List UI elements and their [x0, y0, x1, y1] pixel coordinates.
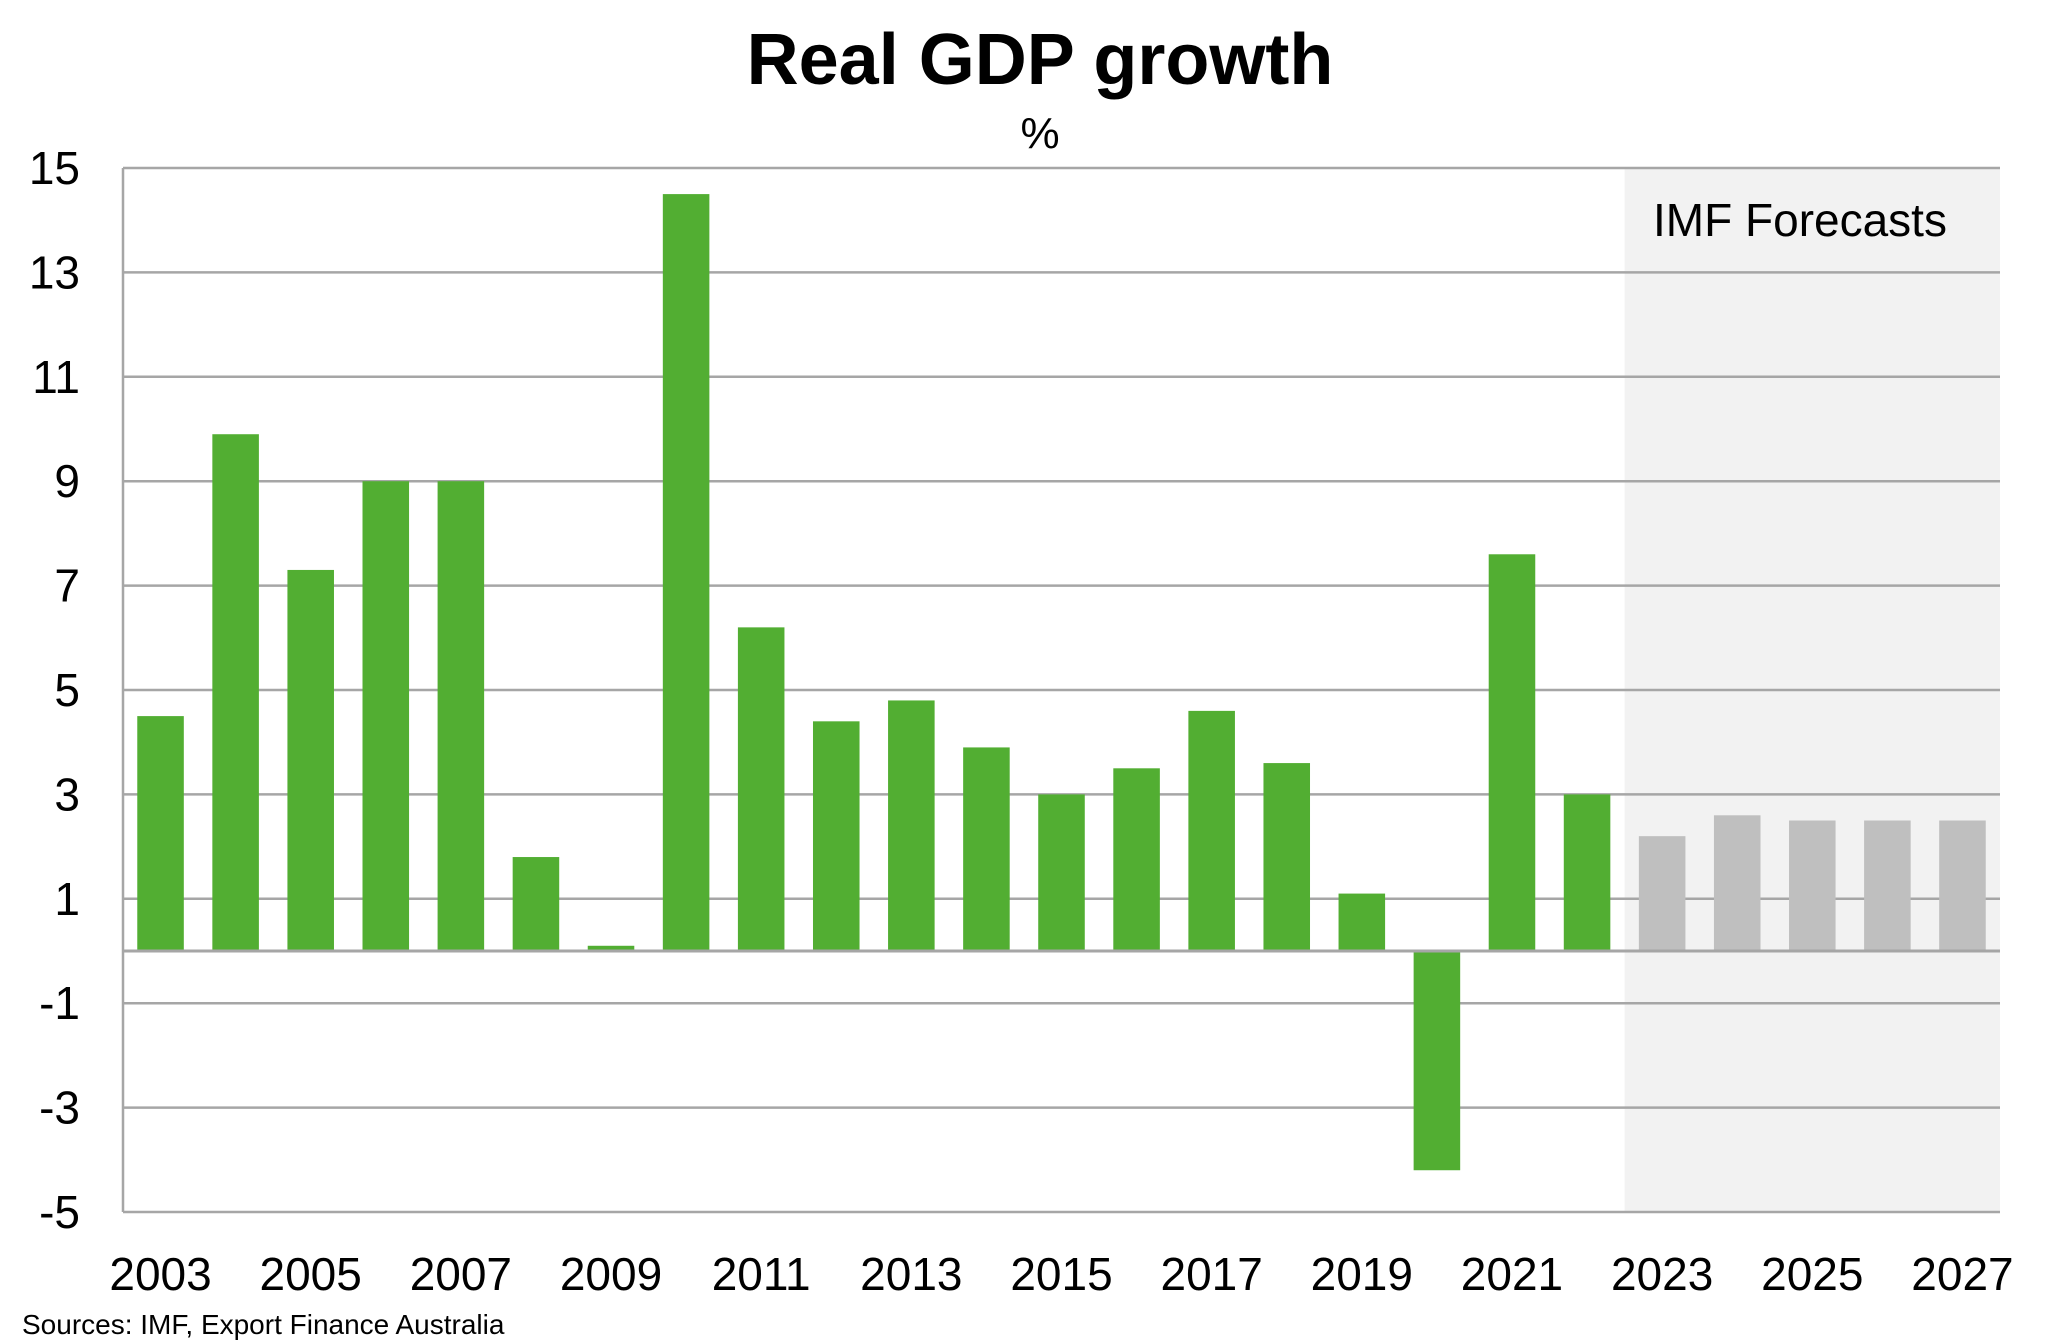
- bar-2006: [362, 481, 410, 951]
- bar-2023: [1638, 836, 1686, 951]
- bar-2012: [812, 721, 860, 951]
- x-tick-label-2013: 2013: [860, 1248, 962, 1300]
- y-tick-label: -3: [39, 1082, 80, 1134]
- x-tick-label-2007: 2007: [410, 1248, 512, 1300]
- grid-lines: [123, 166, 2000, 1214]
- x-tick-label-2025: 2025: [1761, 1248, 1863, 1300]
- bar-2005: [287, 569, 334, 951]
- axes: [121, 168, 2000, 1212]
- y-tick-label: 11: [32, 351, 80, 403]
- chart-subtitle: %: [1020, 109, 1059, 158]
- bar-2015: [1038, 794, 1085, 951]
- bar-2019: [1338, 893, 1386, 951]
- x-tick-label-2011: 2011: [712, 1248, 811, 1300]
- x-tick-label-2005: 2005: [260, 1248, 362, 1300]
- bar-2020: [1413, 951, 1461, 1171]
- y-tick-label: 3: [54, 768, 80, 820]
- y-tick-label: -5: [39, 1186, 80, 1238]
- bar-2010: [662, 194, 710, 952]
- x-tick-label-2017: 2017: [1160, 1248, 1262, 1300]
- bar-2016: [1113, 768, 1160, 951]
- bar-2022: [1563, 794, 1611, 951]
- bar-2007: [437, 481, 485, 951]
- y-tick-label: 5: [54, 664, 80, 716]
- x-tick-label-2015: 2015: [1010, 1248, 1112, 1300]
- y-tick-label: 15: [29, 142, 80, 194]
- bar-2011: [737, 627, 785, 951]
- bars: [137, 194, 1986, 1171]
- bar-2009: [587, 945, 635, 951]
- bar-2027: [1939, 820, 1986, 951]
- bar-2017: [1188, 710, 1235, 951]
- x-tick-label-2003: 2003: [109, 1248, 211, 1300]
- bar-2003: [137, 716, 184, 951]
- x-tick-label-2023: 2023: [1611, 1248, 1713, 1300]
- source-note: Sources: IMF, Export Finance Australia: [22, 1309, 505, 1340]
- bar-2021: [1488, 554, 1536, 951]
- y-tick-labels: 15 13 11 9 7 5 3 1 -1 -3 -5: [29, 142, 80, 1238]
- x-tick-labels: 2003 2005 2007 2009 2011 2013 2015 2017 2019 2021…: [109, 1248, 2013, 1300]
- bar-2004: [212, 434, 259, 952]
- x-tick-label-2027: 2027: [1911, 1248, 2013, 1300]
- bar-2008: [512, 857, 560, 951]
- bar-2026: [1864, 820, 1911, 951]
- x-tick-label-2021: 2021: [1461, 1248, 1563, 1300]
- bar-2024: [1713, 815, 1761, 951]
- forecast-annotation: IMF Forecasts: [1653, 194, 1947, 246]
- bar-2014: [963, 747, 1010, 951]
- y-tick-label: 13: [29, 246, 80, 298]
- y-tick-label: 9: [54, 455, 80, 507]
- chart-title: Real GDP growth: [747, 20, 1334, 100]
- y-tick-label: -1: [39, 977, 80, 1029]
- x-tick-label-2009: 2009: [560, 1248, 662, 1300]
- y-tick-label: 1: [54, 873, 80, 925]
- bar-2013: [888, 700, 935, 951]
- bar-2018: [1263, 763, 1311, 951]
- y-tick-label: 7: [54, 560, 80, 612]
- x-tick-label-2019: 2019: [1311, 1248, 1413, 1300]
- bar-2025: [1789, 820, 1836, 951]
